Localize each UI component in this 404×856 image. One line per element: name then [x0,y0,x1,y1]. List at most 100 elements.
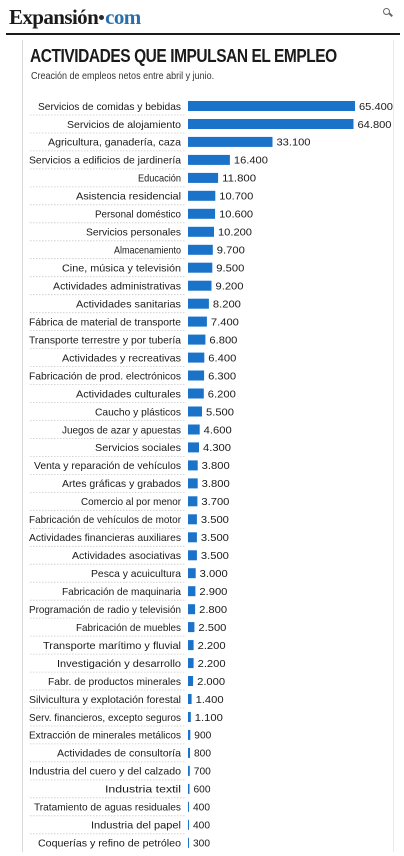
bar [188,280,212,291]
bar [188,406,202,417]
category-label: Personal doméstico [95,209,181,221]
category-label: Agricultura, ganadería, caza [48,137,181,149]
bar [188,496,198,507]
category-label: Actividades sanitarias [76,299,181,311]
category-label: Actividades administrativas [53,281,181,293]
bar [188,101,355,111]
bar [188,622,195,633]
bar [188,226,214,237]
value-label: 400 [193,820,210,832]
category-label: Fabricación de prod. electrónicos [29,370,181,382]
bar-row: Personal doméstico 10.600 [30,204,253,221]
bar [188,424,200,435]
value-label: 2.200 [198,640,226,652]
value-label: 2.000 [197,676,225,688]
bar [188,316,207,327]
bar [188,640,194,651]
category-label: Caucho y plásticos [95,406,181,418]
bar [188,334,206,345]
bar-row: Serv. financieros, excepto seguros 1.100 [29,707,223,724]
value-label: 2.900 [199,586,227,598]
site-logo[interactable]: Expansión com [9,5,141,30]
category-label: Coquerías y refino de petróleo [38,838,181,850]
value-label: 4.600 [204,424,232,436]
value-label: 65.400 [359,101,393,113]
value-label: 1.400 [196,694,224,706]
value-label: 600 [194,784,211,796]
bar-row: Servicios a edificios de jardinería 16.40… [29,150,268,167]
bar [188,819,189,830]
category-label: Fabricación de vehículos de motor [29,514,181,526]
value-label: 1.100 [195,712,223,724]
bar-row: Industria del papel 400 [30,815,210,832]
value-label: 3.500 [201,532,229,544]
bar-row: Actividades financieras auxiliares 3.500 [29,527,229,544]
category-label: Tratamiento de aguas residuales [34,802,181,814]
value-label: 16.400 [234,155,268,167]
bar-row: Fabricación de vehículos de motor 3.500 [29,509,229,526]
category-label: Transporte terrestre y por tubería [29,334,181,346]
bar [188,388,204,399]
category-label: Actividades financieras auxiliares [29,532,181,544]
value-label: 3.800 [202,478,230,490]
value-label: 700 [194,766,211,778]
bar [188,837,189,848]
bar-row: Industria del cuero y del calzado 700 [29,761,211,778]
bar [188,208,216,219]
value-label: 6.300 [208,370,236,382]
category-label: Actividades asociativas [72,550,181,562]
value-label: 11.800 [222,173,256,185]
category-label: Cine, música y televisión [62,263,181,275]
bar-row: Actividades culturales 6.200 [30,384,236,400]
category-label: Fabr. de productos minerales [48,676,181,688]
value-label: 64.800 [358,119,392,131]
category-label: Industria del cuero y del calzado [29,766,181,778]
bar-row: Caucho y plásticos 5.500 [30,402,234,418]
bar [188,783,190,794]
bar-row: Juegos de azar y apuestas 4.600 [30,420,232,436]
value-label: 300 [193,838,210,850]
bar-row: Actividades y recreativas 6.400 [30,348,236,364]
category-label: Servicios a edificios de jardinería [29,155,181,167]
logo-dot [99,15,105,21]
header-rule [6,33,400,35]
value-label: 2.500 [198,622,226,634]
chart-subtitle: Creación de empleos netos entre abril y … [31,71,215,82]
bar-row: Fábrica de material de transporte 7.400 [29,312,239,328]
category-label: Industria del papel [91,820,181,832]
bar-row: Extracción de minerales metálicos 900 [29,725,211,742]
masthead: Expansión com [0,0,404,34]
bar-row: Agricultura, ganadería, caza 33.100 [30,132,311,149]
value-label: 3.500 [201,514,229,526]
bar-row: Artes gráficas y grabados 3.800 [30,473,230,490]
bar-row: Servicios de comidas y bebidas 65.400 [38,101,393,113]
value-label: 400 [193,802,210,814]
bar [188,765,190,776]
bar [188,801,189,812]
bar-row: Transporte marítimo y fluvial 2.200 [30,635,226,652]
category-label: Fábrica de material de transporte [29,316,181,328]
bar [188,747,190,758]
category-label: Actividades y recreativas [62,352,181,364]
bar-row: Coquerías y refino de petróleo 300 [30,833,210,850]
category-label: Venta y reparación de vehículos [34,460,181,472]
category-label: Transporte marítimo y fluvial [43,640,181,652]
bar [188,676,194,686]
category-label: Servicios de alojamiento [67,119,181,131]
value-label: 2.200 [198,658,226,670]
value-label: 9.700 [217,245,245,257]
bar [188,658,194,669]
search-icon[interactable] [383,8,392,17]
category-label: Asistencia residencial [76,191,181,203]
bar-row: Programación de radio y televisión 2.800 [29,599,227,616]
bar-row: Investigación y desarrollo 2.200 [30,653,226,670]
value-label: 3.800 [202,460,230,472]
bar-row: Fabricación de prod. electrónicos 6.300 [29,366,236,382]
value-label: 3.000 [200,568,228,580]
bar [188,352,205,363]
bar-row: Comercio al por menor 3.700 [30,491,230,508]
category-label: Artes gráficas y grabados [62,478,181,490]
value-label: 900 [194,730,211,742]
bar-row: Silvicultura y explotación forestal 1.400 [29,689,224,706]
